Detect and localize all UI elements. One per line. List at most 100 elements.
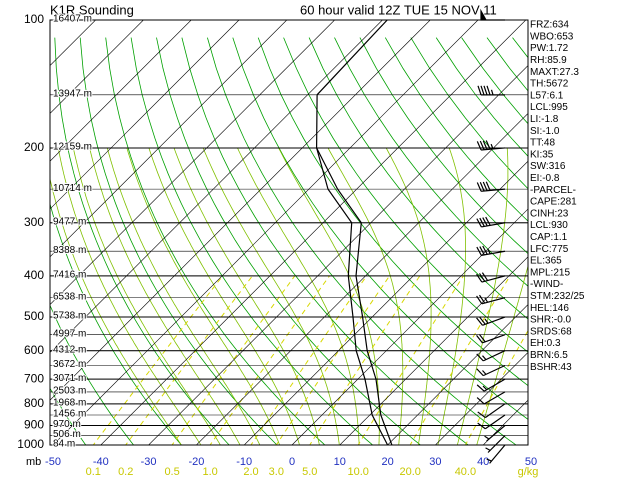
height-label: 6538 m bbox=[53, 291, 86, 302]
index-text: MAXT:27.3 bbox=[530, 67, 579, 78]
wind-barb bbox=[476, 216, 506, 228]
wind-barb bbox=[485, 435, 506, 453]
height-label: 3672 m bbox=[53, 359, 86, 370]
moist-adiabat bbox=[173, 147, 320, 445]
y-tick-label: 500 bbox=[24, 309, 44, 323]
index-text: CAPE:281 bbox=[530, 197, 577, 208]
height-label: 970 m bbox=[53, 419, 81, 430]
isotherm bbox=[387, 304, 528, 445]
height-label: 12159 m bbox=[53, 142, 92, 153]
x-tick-label: 50 bbox=[525, 456, 537, 468]
mixing-ratio-line bbox=[357, 275, 464, 445]
y-tick-label: 800 bbox=[24, 396, 44, 410]
moist-adiabat bbox=[327, 147, 404, 445]
moist-adiabat bbox=[456, 147, 509, 445]
chart-subtitle: 60 hour valid 12Z TUE 15 NOV 11 bbox=[300, 2, 497, 17]
height-label: 2503 m bbox=[53, 386, 86, 397]
mixing-ratio-line bbox=[171, 275, 296, 445]
x-tick-label: -10 bbox=[236, 456, 252, 468]
y-tick-label: 300 bbox=[24, 215, 44, 229]
moist-adiabat bbox=[72, 147, 221, 445]
x-tick-label: -50 bbox=[45, 456, 61, 468]
index-text: HEL:146 bbox=[530, 303, 569, 314]
index-text: LCL:995 bbox=[530, 102, 568, 113]
height-label: 3071 m bbox=[53, 373, 86, 384]
index-text: LFC:775 bbox=[530, 244, 569, 255]
index-text: RH:85.9 bbox=[530, 55, 567, 66]
isotherm bbox=[435, 351, 528, 445]
dry-adiabat bbox=[207, 37, 517, 445]
dry-adiabat bbox=[50, 202, 182, 445]
x-tick-label: 30 bbox=[429, 456, 441, 468]
wind-barb bbox=[476, 391, 506, 405]
dry-adiabat bbox=[334, 37, 528, 287]
profile-line bbox=[315, 19, 393, 446]
moist-adiabat bbox=[126, 147, 281, 445]
mixing-ratio-label: 20.0 bbox=[399, 466, 420, 478]
chart-title: K1R Sounding bbox=[50, 2, 134, 17]
moist-adiabat bbox=[476, 264, 528, 445]
height-label: 7416 m bbox=[53, 270, 86, 281]
x-tick-label: -40 bbox=[93, 456, 109, 468]
y-tick-label: 200 bbox=[24, 140, 44, 154]
isotherm bbox=[50, 20, 288, 258]
x-tick-label: 10 bbox=[334, 456, 346, 468]
dry-adiabat bbox=[105, 37, 326, 445]
isotherm bbox=[50, 20, 240, 210]
mixing-ratio-label: 0.5 bbox=[164, 466, 179, 478]
y-tick-label: 600 bbox=[24, 343, 44, 357]
height-label: 1456 m bbox=[53, 409, 86, 420]
y-tick-label: 700 bbox=[24, 371, 44, 385]
x-tick-label: 40 bbox=[477, 456, 489, 468]
isotherm bbox=[148, 65, 528, 445]
index-text: TH:5672 bbox=[530, 79, 569, 90]
index-text: L57:6.1 bbox=[530, 90, 564, 101]
dry-adiabat bbox=[156, 37, 422, 445]
x-tick-label: 0 bbox=[289, 456, 295, 468]
mixing-ratio-line bbox=[309, 275, 421, 445]
wind-barb bbox=[476, 181, 506, 192]
moist-adiabat bbox=[202, 147, 340, 445]
mixing-ratio-label: 10.0 bbox=[348, 466, 369, 478]
mixing-ratio-label: 0.1 bbox=[86, 466, 101, 478]
y-tick-label: 1000 bbox=[17, 437, 44, 451]
index-text: SW:316 bbox=[530, 161, 566, 172]
index-text: EL:365 bbox=[530, 256, 562, 267]
index-text: STM:232/25 bbox=[530, 291, 585, 302]
wind-barb bbox=[476, 350, 506, 362]
moist-adiabat bbox=[148, 147, 300, 445]
index-text: PW:1.72 bbox=[530, 43, 569, 54]
index-text: CAP:1.1 bbox=[530, 232, 568, 243]
mixing-ratio-line bbox=[250, 275, 368, 445]
wind-barb bbox=[480, 8, 505, 21]
height-label: 4312 m bbox=[53, 344, 86, 355]
height-label: 9477 m bbox=[53, 216, 86, 227]
height-label: 5738 m bbox=[53, 311, 86, 322]
height-label: 13947 m bbox=[53, 88, 92, 99]
mixing-ratio-label: 40.0 bbox=[455, 466, 476, 478]
dry-adiabat bbox=[283, 37, 528, 353]
dry-adiabat bbox=[359, 37, 528, 255]
x-tick-label: 20 bbox=[381, 456, 393, 468]
index-text: SI:-1.0 bbox=[530, 126, 560, 137]
moist-adiabat bbox=[57, 147, 202, 445]
height-label: 10714 m bbox=[53, 183, 92, 194]
index-text: TT:48 bbox=[530, 138, 555, 149]
index-text: EI:-0.8 bbox=[530, 173, 560, 184]
isotherm bbox=[100, 20, 527, 445]
mixing-ratio-line bbox=[92, 275, 223, 445]
isotherm bbox=[50, 20, 144, 114]
dry-adiabat bbox=[257, 37, 528, 387]
isotherm bbox=[50, 20, 335, 306]
profile-line bbox=[316, 147, 389, 446]
index-text: FRZ:634 bbox=[530, 20, 569, 31]
height-label: 506 m bbox=[53, 429, 81, 440]
mixing-ratio-line bbox=[125, 275, 253, 445]
moist-adiabat bbox=[278, 147, 380, 445]
mixing-ratio-line bbox=[409, 275, 511, 445]
dry-adiabat bbox=[308, 37, 528, 320]
isotherm bbox=[50, 20, 192, 162]
mixing-ratio-label: 5.0 bbox=[302, 466, 317, 478]
